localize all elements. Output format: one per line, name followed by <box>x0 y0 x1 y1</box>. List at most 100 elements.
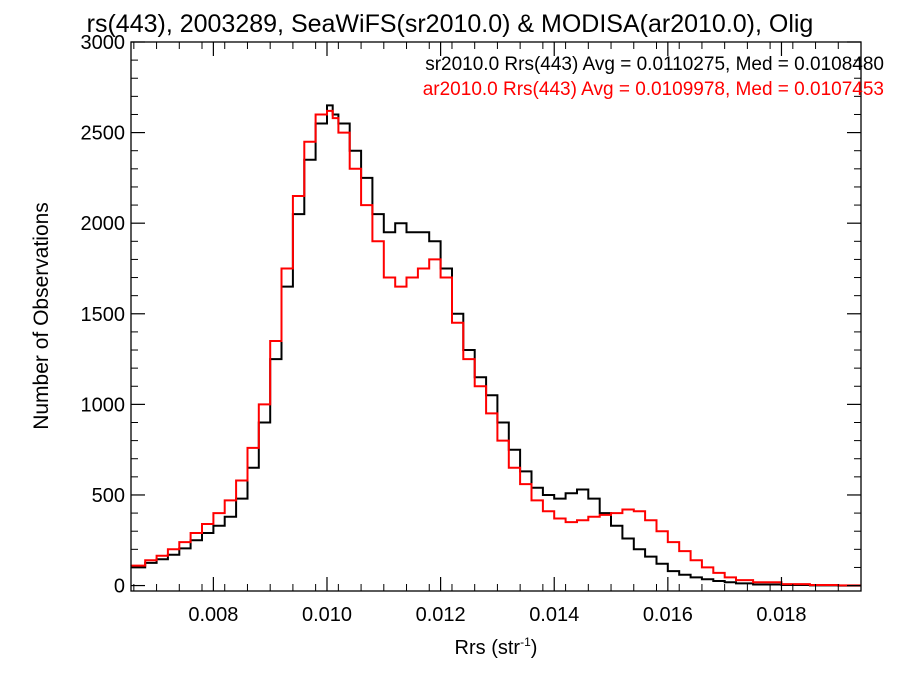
series-0-point-40 <box>576 488 578 491</box>
series-0-point-55 <box>752 583 754 586</box>
y-tick-label: 3000 <box>81 32 126 54</box>
series-0-point-53 <box>724 581 726 583</box>
series-1-point-36 <box>530 499 533 501</box>
series-1-point-51 <box>701 566 703 569</box>
x-tick-label: 0.010 <box>302 604 352 626</box>
series-1-point-39 <box>565 521 567 523</box>
series-0-point-17 <box>326 104 328 106</box>
series-1-point-41 <box>587 516 589 518</box>
y-tick-label: 2500 <box>81 123 126 145</box>
y-tick-label: 1000 <box>81 394 126 416</box>
legend-entry-sr2010: sr2010.0 Rrs(443) Avg = 0.0110275, Med =… <box>425 54 884 75</box>
series-1-point-27 <box>428 258 430 260</box>
series-1-point-18 <box>332 117 334 119</box>
series-1-point-14 <box>292 195 294 197</box>
series-1-point-40 <box>576 519 578 521</box>
series-0-point-26 <box>417 231 419 233</box>
series-1-point-8 <box>224 499 226 501</box>
series-1-point-28 <box>440 276 442 279</box>
series-0-point-7 <box>212 525 214 527</box>
series-0-point-41 <box>587 498 589 500</box>
x-tick-label: 0.012 <box>416 604 466 626</box>
x-tick-label: 0.008 <box>188 604 238 626</box>
series-1-point-49 <box>678 550 680 552</box>
series-1-point-42 <box>599 514 601 516</box>
series-0-point-49 <box>678 574 680 576</box>
series-1-point-57 <box>809 584 811 586</box>
series-1-point-46 <box>644 519 646 521</box>
series-0-point-43 <box>610 525 612 527</box>
y-axis: 0 500 1000 1500 2000 2500 3000 <box>81 32 861 598</box>
series-0-point-39 <box>565 492 567 494</box>
series-1-point-21 <box>360 204 362 206</box>
series-1-point-1 <box>144 559 146 561</box>
plot-area <box>130 104 861 587</box>
series-1-point-25 <box>405 276 408 279</box>
y-tick-label: 2000 <box>81 213 126 235</box>
series-1-point-55 <box>752 581 754 583</box>
series-1-point-19 <box>337 132 339 134</box>
x-axis-label-close: ) <box>531 637 538 659</box>
y-tick-label: 0 <box>114 576 125 598</box>
x-tick-label: 0.018 <box>756 604 806 626</box>
series-0-point-38 <box>553 498 555 500</box>
series-1-point-29 <box>451 322 453 324</box>
series-1-point-10 <box>246 447 249 449</box>
series-0-point-50 <box>690 576 692 579</box>
series-1-point-2 <box>156 555 158 557</box>
series-1-point-11 <box>258 403 260 405</box>
series-1-point-9 <box>235 479 237 482</box>
series-0-point-45 <box>633 548 635 550</box>
x-axis-label: Rrs (str-1) <box>455 635 538 659</box>
series-0-point-42 <box>599 512 601 514</box>
y-tick-label: 500 <box>92 485 125 507</box>
series-line-1 <box>131 109 861 587</box>
series-0-point-8 <box>224 516 226 518</box>
series-1-point-48 <box>667 541 669 543</box>
series-1-point-4 <box>178 541 180 543</box>
series-1-point-15 <box>303 141 305 143</box>
x-axis-label-exponent: -1 <box>520 635 531 649</box>
series-1-point-45 <box>633 510 635 512</box>
series-1-point-38 <box>553 517 555 520</box>
series-1-point-54 <box>735 579 737 581</box>
series-0-point-37 <box>542 494 544 496</box>
series-1-point-30 <box>462 358 464 360</box>
series-1-point-3 <box>167 548 169 550</box>
series-1-point-22 <box>371 240 373 242</box>
series-0-point-54 <box>735 582 737 585</box>
series-line-0 <box>131 104 861 587</box>
series-0-point-47 <box>655 563 658 565</box>
series-0-point-27 <box>428 240 430 242</box>
legend-entry-ar2010: ar2010.0 Rrs(443) Avg = 0.0109978, Med =… <box>423 79 884 100</box>
series-1-point-34 <box>508 467 510 469</box>
series-1-point-50 <box>690 559 692 561</box>
series-0-point-25 <box>405 231 408 233</box>
series-1-point-35 <box>519 483 521 485</box>
x-axis: 0.008 0.010 0.012 0.014 0.016 0.018 <box>133 42 862 626</box>
series-1-point-16 <box>315 113 317 116</box>
series-0-point-46 <box>644 556 646 558</box>
series-1-point-43 <box>610 512 612 514</box>
series-1-point-31 <box>474 385 476 387</box>
series-1-point-26 <box>417 267 419 270</box>
series-1-point-24 <box>394 286 396 288</box>
series-1-point-7 <box>212 512 214 514</box>
series-1-point-47 <box>655 530 658 532</box>
series-0-point-52 <box>712 580 714 582</box>
chart-title: rs(443), 2003289, SeaWiFS(sr2010.0) & MO… <box>87 10 814 38</box>
series-1-point-20 <box>349 168 351 170</box>
series-0-point-48 <box>667 570 669 572</box>
series-1-point-17 <box>326 110 328 112</box>
series-1-point-37 <box>542 510 544 512</box>
series-1-point-5 <box>190 532 192 534</box>
y-tick-label: 1500 <box>81 304 126 326</box>
series-1-point-52 <box>712 572 714 574</box>
series-1-point-12 <box>269 340 271 342</box>
x-tick-label: 0.016 <box>643 604 693 626</box>
x-axis-label-main: Rrs (str <box>455 637 521 659</box>
series-1-point-53 <box>724 576 726 579</box>
series-0-point-44 <box>621 537 624 540</box>
series-1-point-6 <box>201 523 203 525</box>
